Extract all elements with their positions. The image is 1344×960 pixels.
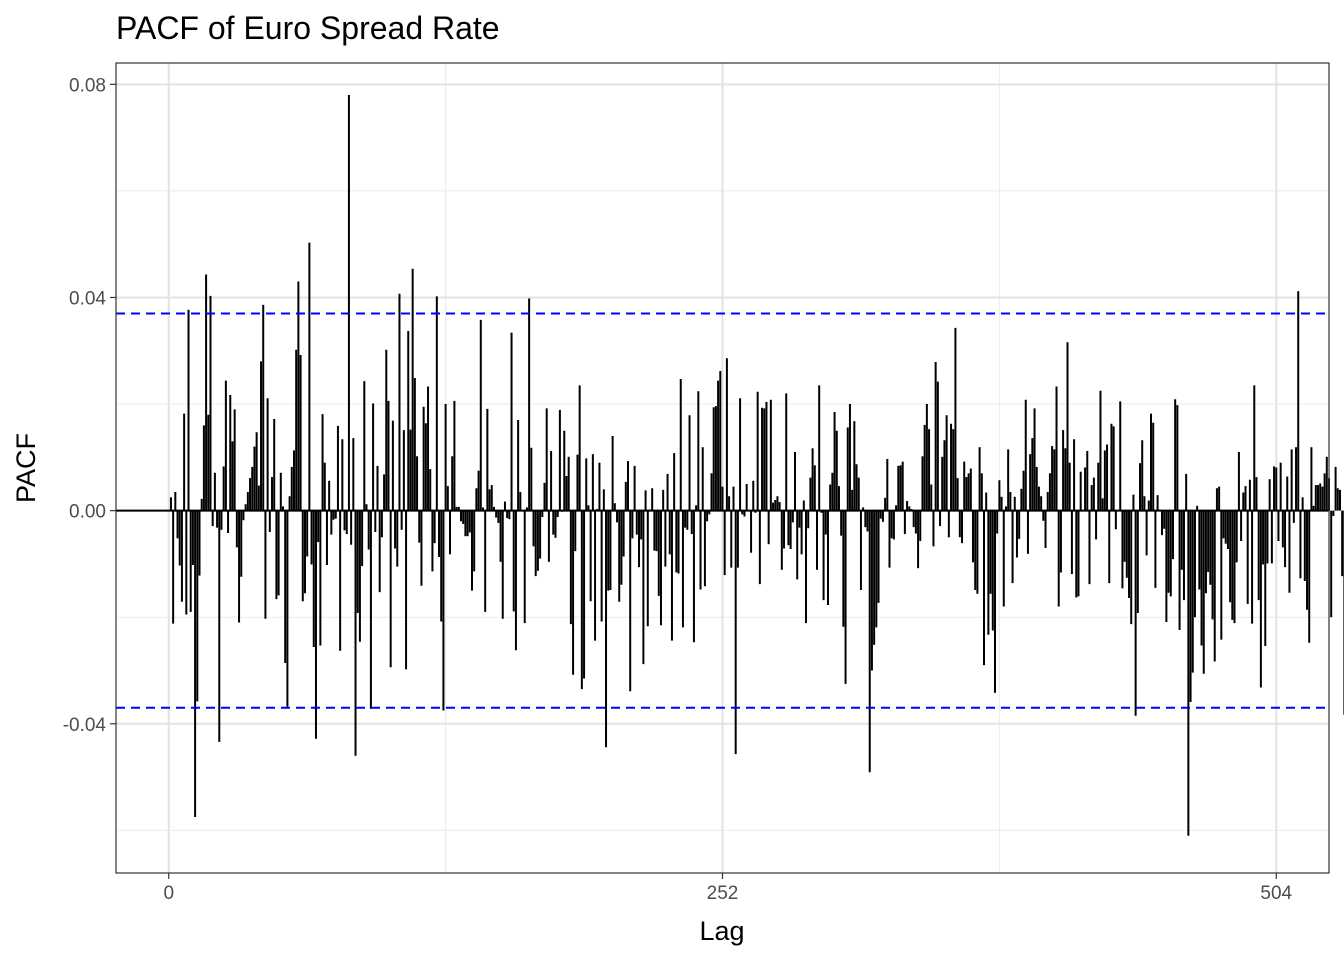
x-axis-title: Lag — [699, 916, 744, 946]
pacf-bars — [169, 94, 1344, 836]
x-tick-label: 252 — [707, 883, 739, 904]
x-tick-label: 504 — [1260, 883, 1292, 904]
y-tick-label: 0.04 — [69, 288, 106, 309]
confidence-bounds — [116, 312, 1329, 709]
y-tick-label: -0.04 — [63, 715, 107, 736]
x-axis-ticks: 0 252 504 — [163, 873, 1293, 904]
y-axis-ticks: -0.04 0.00 0.04 0.08 — [63, 75, 116, 736]
y-tick-label: 0.00 — [69, 502, 106, 523]
x-tick-label: 0 — [163, 883, 174, 904]
chart-title: PACF of Euro Spread Rate — [116, 10, 500, 46]
y-axis-title: PACF — [11, 433, 41, 503]
y-tick-label: 0.08 — [69, 75, 106, 96]
